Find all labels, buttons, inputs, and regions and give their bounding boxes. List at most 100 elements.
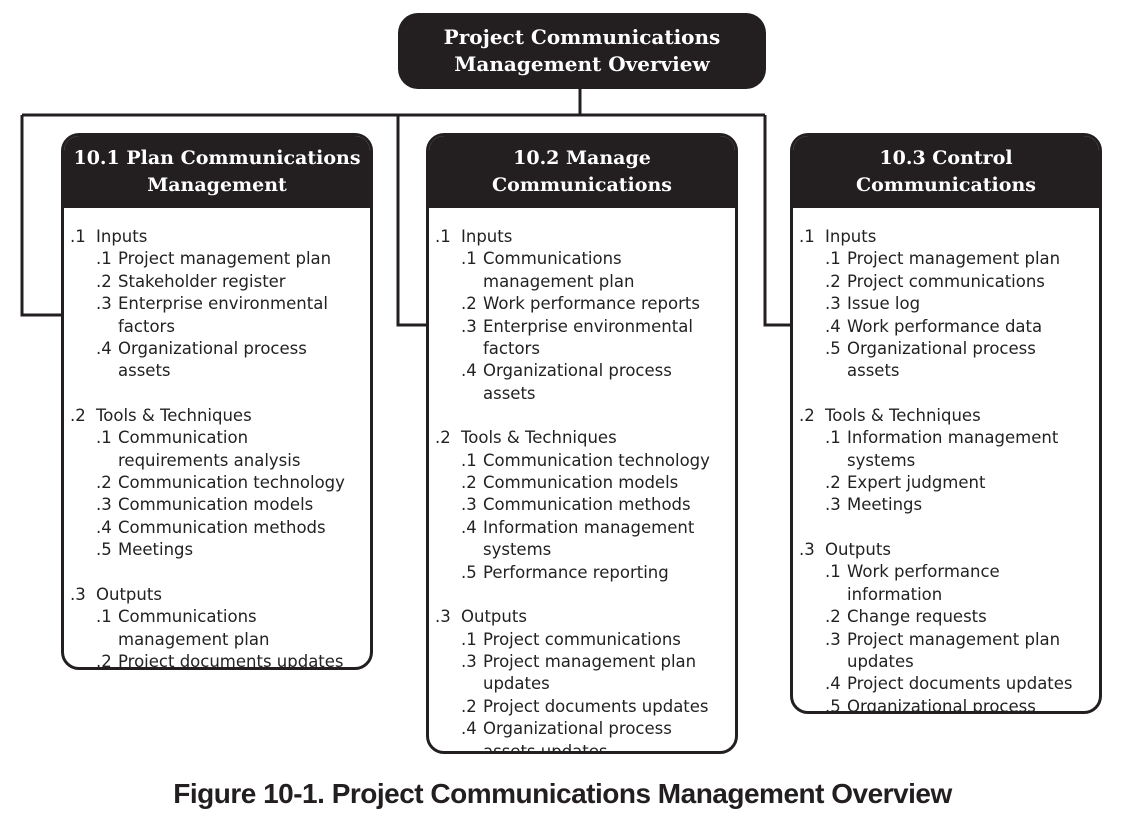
section-number: .3 (70, 584, 86, 604)
list-item: .5 Organizational process assets (799, 338, 1091, 383)
section-heading: .1 Inputs (799, 226, 1091, 248)
section-label: Inputs (825, 227, 877, 246)
item-text: Change requests (847, 607, 987, 627)
process-header: 10.2 Manage Communications (429, 136, 735, 208)
item-number: .1 (461, 249, 477, 269)
section-heading: .2 Tools & Techniques (70, 405, 362, 427)
item-number: .3 (825, 495, 841, 515)
process-section: .1 Inputs .1 Project management plan .2 Stake… (70, 226, 362, 383)
section-heading: .3 Outputs (435, 606, 727, 628)
process-section: .2 Tools & Techniques .1 Information manage… (799, 405, 1091, 517)
list-item: .3 Project management plan updates (799, 629, 1091, 674)
list-item: .4 Organizational process assets (70, 338, 362, 383)
item-number: .4 (96, 517, 112, 537)
item-number: .4 (461, 361, 477, 381)
item-number: .4 (825, 316, 841, 336)
list-item: .2 Stakeholder register (70, 271, 362, 293)
process-box-manage-communications: 10.2 Manage Communications .1 Inputs .1 Comm… (426, 133, 738, 754)
item-text: Communications management plan (483, 249, 635, 291)
section-heading: .2 Tools & Techniques (435, 427, 727, 449)
item-number: .4 (461, 719, 477, 739)
section-heading: .2 Tools & Techniques (799, 405, 1091, 427)
process-section: .3 Outputs .1 Work performance information.… (799, 539, 1091, 714)
item-number: .2 (825, 607, 841, 627)
section-label: Inputs (96, 227, 148, 246)
item-number: .1 (461, 450, 477, 470)
section-heading: .1 Inputs (70, 226, 362, 248)
list-item: .1 Communication requirements analysis (70, 427, 362, 472)
item-text: Work performance data (847, 316, 1043, 336)
item-number: .3 (825, 629, 841, 649)
process-body: .1 Inputs .1 Project management plan .2 Proje… (793, 208, 1099, 714)
list-item: .4 Communication methods (70, 517, 362, 539)
section-label: Tools & Techniques (825, 405, 981, 425)
list-item: .2 Project documents updates (70, 651, 362, 667)
item-text: Project management plan (847, 249, 1061, 269)
item-number: .5 (825, 696, 841, 714)
item-number: .3 (461, 316, 477, 336)
process-box-plan-communications: 10.1 Plan Communications Management .1 Inp… (61, 133, 373, 670)
section-number: .3 (435, 607, 451, 627)
section-number: .2 (435, 428, 451, 448)
item-text: Information management systems (847, 428, 1059, 470)
list-item: .1 Communications management plan (70, 606, 362, 651)
item-text: Stakeholder register (118, 271, 286, 291)
item-number: .2 (461, 696, 477, 716)
item-text: Communication methods (483, 495, 691, 515)
section-label: Inputs (461, 227, 513, 246)
item-number: .3 (461, 495, 477, 515)
item-text: Organizational process assets updates (847, 696, 1036, 714)
process-title: 10.3 Control Communications (856, 147, 1036, 196)
list-item: .4 Work performance data (799, 316, 1091, 338)
process-body: .1 Inputs .1 Project management plan .2 Stake… (64, 208, 370, 667)
item-number: .2 (96, 271, 112, 291)
item-number: .2 (825, 473, 841, 493)
list-item: .4 Organizational process assets (435, 360, 727, 405)
list-item: .2 Change requests (799, 606, 1091, 628)
list-item: .2 Communication technology (70, 472, 362, 494)
item-number: .3 (96, 495, 112, 515)
item-text: Communication methods (118, 517, 326, 537)
item-number: .3 (825, 294, 841, 314)
item-text: Organizational process assets (483, 361, 672, 403)
list-item: .4 Organizational process assets updates (435, 718, 727, 751)
item-text: Project documents updates (847, 674, 1073, 694)
item-text: Project management plan (118, 249, 332, 269)
list-item: .1 Project communications (435, 629, 727, 651)
item-number: .1 (825, 249, 841, 269)
process-section: .1 Inputs .1 Communications management plan… (435, 226, 727, 405)
overview-title-box: Project Communications Management Overvi… (398, 13, 766, 89)
list-item: .1 Communication technology (435, 450, 727, 472)
list-item: .4 Project documents updates (799, 673, 1091, 695)
item-text: Communication technology (483, 450, 710, 470)
item-text: Communication requirements analysis (118, 428, 301, 470)
item-number: .5 (96, 540, 112, 560)
list-item: .2 Expert judgment (799, 472, 1091, 494)
overview-title: Project Communications Management Overvi… (443, 25, 721, 76)
figure-caption: Figure 10-1. Project Communications Mana… (173, 778, 952, 809)
section-number: .2 (799, 405, 815, 425)
item-number: .1 (825, 428, 841, 448)
item-number: .1 (96, 428, 112, 448)
process-box-control-communications: 10.3 Control Communications .1 Inputs .1 Pro… (790, 133, 1102, 714)
section-heading: .1 Inputs (435, 226, 727, 248)
list-item: .2 Project documents updates (435, 696, 727, 718)
item-number: .3 (461, 651, 477, 671)
item-number: .5 (461, 562, 477, 582)
list-item: .1 Project management plan (70, 248, 362, 270)
item-number: .3 (96, 294, 112, 314)
list-item: .2 Communication models (435, 472, 727, 494)
item-text: Performance reporting (483, 562, 669, 582)
item-text: Project communications (847, 271, 1045, 291)
list-item: .3 Project management plan updates (435, 651, 727, 696)
item-text: Information management systems (483, 517, 695, 560)
process-section: .2 Tools & Techniques .1 Communication requ… (70, 405, 362, 562)
list-item: .3 Enterprise environmental factors (70, 293, 362, 338)
list-item: .4 Information management systems (435, 517, 727, 562)
item-number: .1 (825, 562, 841, 582)
list-item: .3 Enterprise environmental factors (435, 316, 727, 361)
item-text: Communication models (118, 495, 314, 515)
section-label: Outputs (96, 584, 162, 604)
process-title: 10.2 Manage Communications (492, 147, 672, 196)
item-number: .2 (96, 473, 112, 493)
